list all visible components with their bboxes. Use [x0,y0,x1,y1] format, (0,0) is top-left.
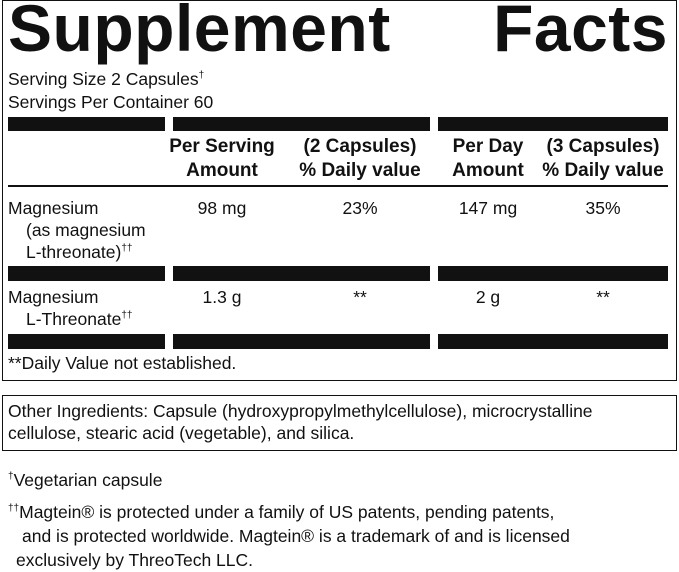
bar [8,117,165,131]
cell: 1.3 g [202,287,242,307]
column-header: % Daily value [299,160,421,181]
cell: ** [353,287,367,307]
note-mark: †† [8,503,20,514]
note-text: exclusively by ThreoTech LLC. [16,550,254,570]
cell: 98 mg [197,198,247,218]
row-name: L-threonate)†† [26,241,132,263]
row-name: Magnesium [8,286,98,308]
serving-size-mark: † [198,70,205,81]
rule [8,185,668,187]
row-name-text: Magnesium [8,287,99,307]
row-name-text: L-threonate) [26,242,122,262]
serving-size-text: Serving Size 2 Capsules [8,69,199,89]
cell: 23% [342,198,378,218]
servings-per-container: Servings Per Container 60 [8,92,214,112]
note-line: †Vegetarian capsule [8,469,162,491]
column-header: Amount [452,160,524,181]
column-header: Amount [186,160,258,181]
row-name: L-Threonate†† [26,308,132,330]
note-line: ††Magtein® is protected under a family o… [8,501,554,523]
column-header: (3 Capsules) [546,136,660,157]
bar [173,117,430,131]
bar [438,334,668,349]
bar [438,117,668,131]
row-name-text: Magnesium [8,198,99,218]
facts-box [2,0,677,381]
row-name-mark: †† [121,243,133,254]
bar [8,334,165,349]
cell: ** [596,287,610,307]
cell: 147 mg [458,198,518,218]
row-name: (as magnesium [26,219,146,241]
row-name-text: (as magnesium [26,220,146,240]
title: Supplement Facts [8,0,668,65]
note-text: and is protected worldwide. Magtein® is … [22,526,570,546]
bar [173,334,430,349]
bar [438,266,668,281]
column-header: Per Day [452,136,524,157]
note-mark: † [8,471,14,482]
bar [173,266,430,281]
cell: 35% [585,198,621,218]
cell: 2 g [475,287,501,307]
column-header: % Daily value [542,160,664,181]
column-header: (2 Capsules) [303,136,417,157]
serving-size: Serving Size 2 Capsules† [8,68,204,90]
bar [8,266,165,281]
note-line: and is protected worldwide. Magtein® is … [22,525,570,547]
note-line: exclusively by ThreoTech LLC. [16,549,253,571]
row-name-mark: †† [121,310,133,321]
note-text: Vegetarian capsule [13,470,163,490]
column-header: Per Serving [169,136,275,157]
note-text: Magtein® is protected under a family of … [19,502,555,522]
ingredients-box [2,395,677,451]
row-name: Magnesium [8,197,98,219]
row-name-text: L-Threonate [26,309,122,329]
ingredients-line: Other Ingredients: Capsule (hydroxypropy… [8,401,593,421]
ingredients-line: cellulose, stearic acid (vegetable), and… [8,423,355,443]
footnote: **Daily Value not established. [8,353,237,373]
